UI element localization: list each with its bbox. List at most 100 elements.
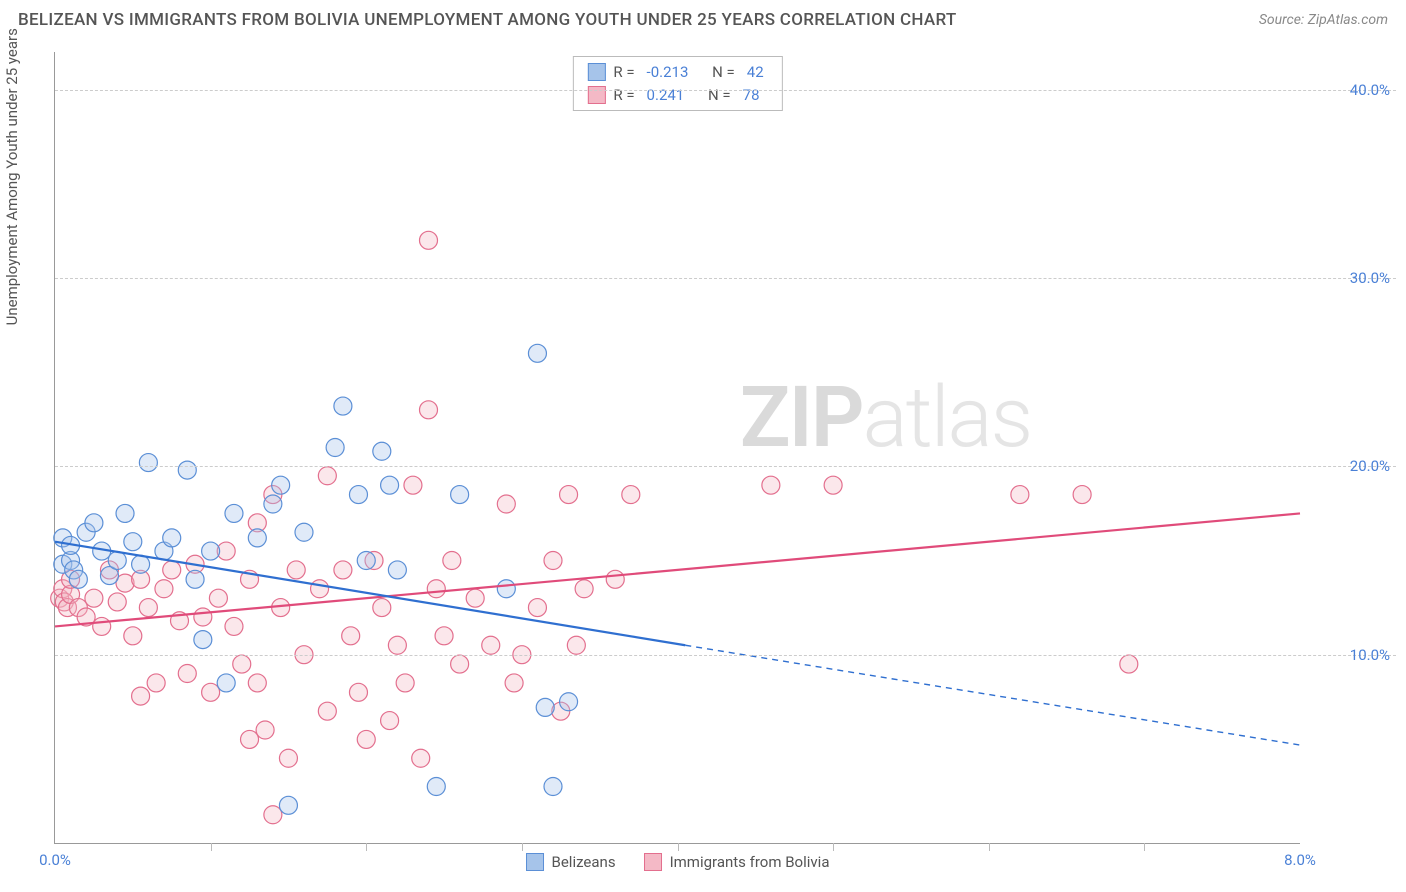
- data-point: [163, 529, 181, 547]
- grid-line-h: [55, 278, 1396, 279]
- data-point: [357, 730, 375, 748]
- data-point: [69, 570, 87, 588]
- grid-line-h: [55, 90, 1396, 91]
- data-point: [388, 561, 406, 579]
- data-point: [388, 636, 406, 654]
- bottom-swatch-1: [526, 853, 544, 871]
- data-point: [279, 796, 297, 814]
- data-point: [132, 687, 150, 705]
- data-point: [420, 401, 438, 419]
- data-point: [186, 570, 204, 588]
- data-point: [466, 589, 484, 607]
- n-value-1: 42: [747, 61, 764, 84]
- data-point: [147, 674, 165, 692]
- data-point: [1073, 486, 1091, 504]
- data-point: [225, 617, 243, 635]
- data-point: [311, 580, 329, 598]
- r-value-2: 0.241: [647, 84, 685, 107]
- data-point: [178, 665, 196, 683]
- x-tick-minor: [1144, 843, 1145, 851]
- y-tick-label: 10.0%: [1306, 646, 1390, 664]
- x-tick-minor: [211, 843, 212, 851]
- data-point: [295, 523, 313, 541]
- x-tick-label: 8.0%: [1284, 851, 1316, 869]
- r-label-2: R =: [613, 84, 634, 107]
- chart-header: BELIZEAN VS IMMIGRANTS FROM BOLIVIA UNEM…: [0, 0, 1406, 36]
- y-tick-label: 20.0%: [1306, 457, 1390, 475]
- data-point: [256, 721, 274, 739]
- data-point: [225, 504, 243, 522]
- data-point: [209, 589, 227, 607]
- data-point: [178, 461, 196, 479]
- bottom-legend-label-1: Belizeans: [552, 853, 616, 871]
- data-point: [443, 552, 461, 570]
- data-point: [279, 749, 297, 767]
- data-point: [381, 712, 399, 730]
- data-point: [427, 580, 445, 598]
- x-tick-minor: [678, 843, 679, 851]
- data-point: [93, 617, 111, 635]
- data-point: [528, 599, 546, 617]
- swatch-series-2: [587, 86, 605, 104]
- data-point: [824, 476, 842, 494]
- data-point: [622, 486, 640, 504]
- plot-area: ZIPatlas R = -0.213 N = 42 R = 0.241 N =…: [54, 52, 1300, 844]
- data-point: [233, 655, 251, 673]
- data-point: [560, 693, 578, 711]
- grid-line-h: [55, 655, 1396, 656]
- data-point: [451, 486, 469, 504]
- bottom-legend: Belizeans Immigrants from Bolivia: [526, 853, 830, 871]
- data-point: [85, 514, 103, 532]
- data-point: [606, 570, 624, 588]
- source-label: Source: ZipAtlas.com: [1259, 12, 1388, 28]
- x-tick-minor: [366, 843, 367, 851]
- legend-row-1: R = -0.213 N = 42: [587, 61, 767, 84]
- data-point: [482, 636, 500, 654]
- data-point: [373, 599, 391, 617]
- data-point: [536, 698, 554, 716]
- data-point: [396, 674, 414, 692]
- data-point: [497, 580, 515, 598]
- data-point: [381, 476, 399, 494]
- data-point: [567, 636, 585, 654]
- y-tick-label: 30.0%: [1306, 269, 1390, 287]
- data-point: [544, 778, 562, 796]
- data-point: [1011, 486, 1029, 504]
- data-point: [139, 599, 157, 617]
- data-point: [264, 495, 282, 513]
- data-point: [420, 231, 438, 249]
- trend-line-pink: [55, 513, 1300, 626]
- swatch-series-1: [587, 63, 605, 81]
- data-point: [202, 683, 220, 701]
- legend-row-2: R = 0.241 N = 78: [587, 84, 767, 107]
- bottom-legend-item-2: Immigrants from Bolivia: [644, 853, 830, 871]
- data-point: [560, 486, 578, 504]
- data-point: [435, 627, 453, 645]
- grid-line-h: [55, 466, 1396, 467]
- x-tick-minor: [522, 843, 523, 851]
- data-point: [124, 627, 142, 645]
- data-point: [528, 344, 546, 362]
- data-point: [264, 806, 282, 824]
- y-tick-label: 40.0%: [1306, 81, 1390, 99]
- scatter-svg: [55, 52, 1300, 843]
- r-value-1: -0.213: [647, 61, 689, 84]
- data-point: [575, 580, 593, 598]
- data-point: [544, 552, 562, 570]
- bottom-legend-item-1: Belizeans: [526, 853, 616, 871]
- n-value-2: 78: [743, 84, 760, 107]
- y-axis-label: Unemployment Among Youth under 25 years: [3, 28, 21, 325]
- data-point: [272, 476, 290, 494]
- x-tick-minor: [833, 843, 834, 851]
- data-point: [1120, 655, 1138, 673]
- data-point: [124, 533, 142, 551]
- data-point: [287, 561, 305, 579]
- data-point: [248, 529, 266, 547]
- data-point: [334, 397, 352, 415]
- r-label-1: R =: [613, 61, 634, 84]
- data-point: [217, 674, 235, 692]
- data-point: [318, 467, 336, 485]
- x-tick-minor: [989, 843, 990, 851]
- data-point: [85, 589, 103, 607]
- data-point: [326, 439, 344, 457]
